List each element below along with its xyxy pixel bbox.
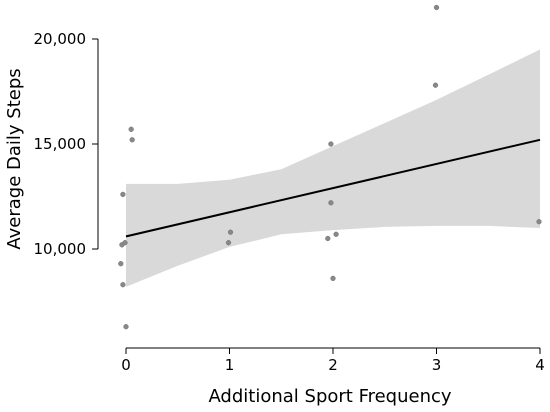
x-axis-title: Additional Sport Frequency	[208, 386, 451, 407]
data-point	[123, 324, 129, 330]
data-point	[325, 235, 331, 242]
confidence-band	[126, 49, 540, 287]
data-point	[432, 82, 439, 88]
x-tick-label: 4	[535, 356, 545, 374]
data-point	[128, 126, 134, 132]
data-point	[328, 200, 334, 206]
data-point	[122, 240, 128, 246]
regression-line-layer	[125, 138, 541, 238]
data-point	[120, 191, 126, 198]
axes-layer: 10,000 15,000 20,000 0 1 2 3 4	[34, 30, 545, 374]
data-point	[129, 137, 135, 143]
data-point	[120, 282, 126, 288]
data-point	[118, 261, 124, 267]
y-tick-label: 10,000	[34, 240, 87, 258]
x-tick-label: 1	[225, 356, 235, 374]
y-tick-label: 20,000	[34, 30, 87, 48]
y-tick-label: 15,000	[34, 135, 87, 153]
y-axis-title: Average Daily Steps	[4, 68, 25, 249]
data-point	[536, 219, 542, 225]
x-tick-label: 0	[121, 356, 131, 374]
x-tick-label: 2	[328, 356, 338, 374]
data-point	[328, 141, 334, 147]
data-points-layer	[118, 4, 542, 330]
confidence-band-layer	[126, 49, 540, 287]
data-point	[225, 240, 232, 246]
data-point	[330, 275, 336, 282]
data-point	[433, 4, 440, 11]
data-point	[333, 231, 339, 237]
regression-line	[125, 138, 541, 238]
x-tick-label: 3	[432, 356, 442, 374]
data-point	[227, 229, 234, 235]
